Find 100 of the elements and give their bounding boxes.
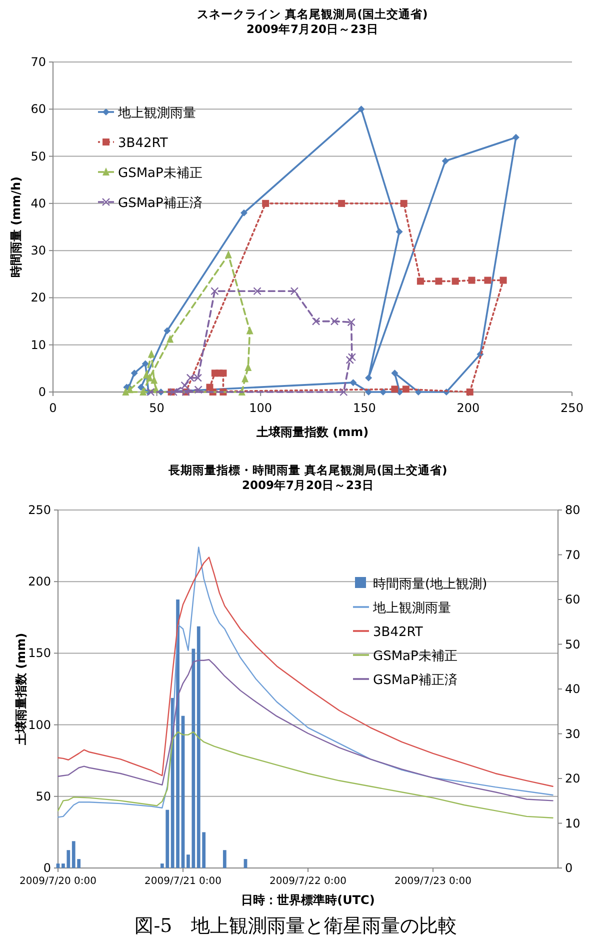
x-tick-label: 2009/7/21 0:00 (144, 876, 222, 887)
point (242, 374, 249, 382)
x-axis-title: 土壌雨量指数 (mm) (255, 425, 369, 439)
point (253, 287, 262, 296)
legend-label: GSMaP補正済 (373, 672, 458, 688)
y-tick-label: 50 (36, 789, 51, 804)
point (340, 388, 348, 396)
point (346, 356, 354, 364)
line-series (57, 731, 554, 818)
y-tick-label: 10 (30, 338, 46, 352)
legend-label: 時間雨量(地上観測) (373, 577, 488, 592)
legend-label: GSMaP未補正 (118, 166, 202, 181)
y2-tick-label: 70 (565, 548, 580, 562)
point (122, 388, 130, 396)
y-axis-title: 土壌雨量指数 (mm) (14, 632, 28, 746)
bar (222, 850, 226, 868)
y2-tick-label: 10 (565, 816, 580, 830)
point (452, 278, 459, 285)
point (500, 276, 507, 284)
point (130, 370, 138, 377)
point (391, 386, 398, 393)
point (138, 384, 145, 391)
y-tick-label: 200 (28, 574, 51, 589)
point (468, 276, 476, 284)
point (262, 200, 270, 207)
point (194, 374, 202, 382)
point (350, 379, 357, 386)
point (186, 374, 195, 382)
point (224, 250, 232, 258)
line-series (57, 546, 554, 818)
point (358, 106, 365, 113)
legend-label: GSMaP補正済 (118, 195, 202, 211)
y-tick-label: 20 (30, 290, 46, 305)
y2-tick-label: 60 (565, 592, 580, 606)
point (484, 276, 492, 284)
x-tick-label: 100 (249, 401, 272, 415)
point (347, 318, 356, 326)
point (435, 278, 442, 285)
point (414, 388, 422, 396)
point (512, 134, 520, 141)
x-tick-label: 2009/7/22 0:00 (270, 876, 346, 887)
text: 図-5 地上観測雨量と衛星雨量の比較 (134, 915, 458, 937)
point (365, 374, 372, 382)
point (396, 228, 403, 236)
point (210, 287, 219, 296)
point (402, 386, 410, 393)
point (442, 158, 449, 164)
x-tick-label: 250 (560, 401, 584, 415)
point (146, 373, 154, 382)
point (166, 334, 174, 343)
legend-label: 地上観測雨量 (372, 601, 451, 616)
x-axis-title: 日時：世界標準時(UTC) (241, 893, 375, 907)
y-axis-title: 時間雨量 (mm/h) (9, 176, 23, 278)
legend-label: 地上観測雨量 (117, 106, 196, 121)
point (400, 200, 408, 207)
point (194, 386, 202, 394)
point (290, 287, 299, 296)
point (330, 317, 339, 326)
y-tick-label: 70 (30, 55, 46, 69)
y-tick-label: 0 (43, 861, 51, 875)
point (338, 200, 346, 207)
y2-tick-label: 30 (565, 726, 580, 741)
point (466, 388, 474, 396)
y-tick-label: 30 (30, 244, 46, 258)
point (164, 327, 171, 334)
y-tick-label: 40 (30, 196, 46, 210)
y2-tick-label: 80 (565, 503, 580, 517)
point (416, 278, 424, 285)
point (380, 388, 387, 396)
point (206, 384, 214, 391)
y-tick-label: 0 (38, 385, 46, 399)
y-tick-label: 150 (28, 646, 51, 660)
point (365, 388, 372, 396)
y-tick-label: 50 (30, 149, 46, 164)
x-tick-label: 150 (352, 401, 376, 415)
point (391, 370, 398, 377)
x-tick-label: 2009/7/20 0:00 (20, 876, 96, 887)
point (146, 388, 155, 396)
y2-tick-label: 40 (565, 682, 580, 696)
point (246, 326, 254, 334)
chart-title: スネークライン 真名尾観測局(国土交通省) 2009年7月20日～23日 (197, 7, 428, 36)
x-tick-label: 50 (149, 401, 164, 415)
x-tick-label: 200 (456, 401, 480, 415)
chart-title: 長期雨量指標・時間雨量 真名尾観測局(国土交通省) 2009年7月20日～23日 (168, 463, 448, 492)
point (240, 209, 248, 216)
point (148, 350, 155, 358)
point (142, 360, 149, 368)
y-tick-label: 60 (30, 102, 46, 116)
point (126, 385, 134, 394)
point (169, 388, 178, 396)
point (220, 370, 227, 377)
legend-label: 3B42RT (373, 625, 423, 640)
y2-tick-label: 50 (565, 637, 580, 652)
line-series (57, 556, 554, 787)
y-tick-label: 250 (28, 503, 51, 517)
legend-label: 3B42RT (118, 136, 168, 151)
y2-tick-label: 0 (565, 861, 573, 875)
y2-tick-label: 20 (565, 772, 580, 786)
x-tick-label: 2009/7/23 0:00 (394, 876, 472, 887)
point (348, 353, 356, 362)
